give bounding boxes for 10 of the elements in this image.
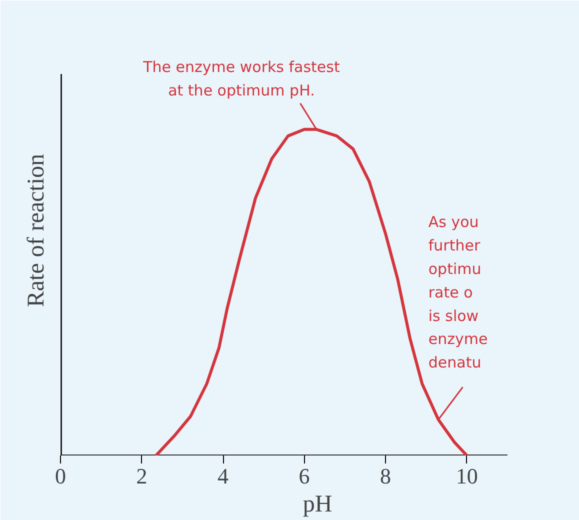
x-axis-title: pH	[302, 492, 332, 518]
annotation: As you further optimu rate o is slow enzyme denatu	[428, 213, 488, 372]
x-tick-label: 0	[55, 464, 66, 488]
y-axis-title: Rate of reaction	[24, 154, 50, 308]
x-tick-label: 10	[456, 464, 478, 488]
annotation: The enzyme works fastest at the optimum pH.	[142, 58, 340, 100]
x-tick-label: 4	[218, 464, 229, 488]
x-tick-label: 2	[136, 464, 148, 488]
x-tick-label: 6	[298, 464, 310, 488]
x-tick-label: 8	[380, 464, 392, 488]
